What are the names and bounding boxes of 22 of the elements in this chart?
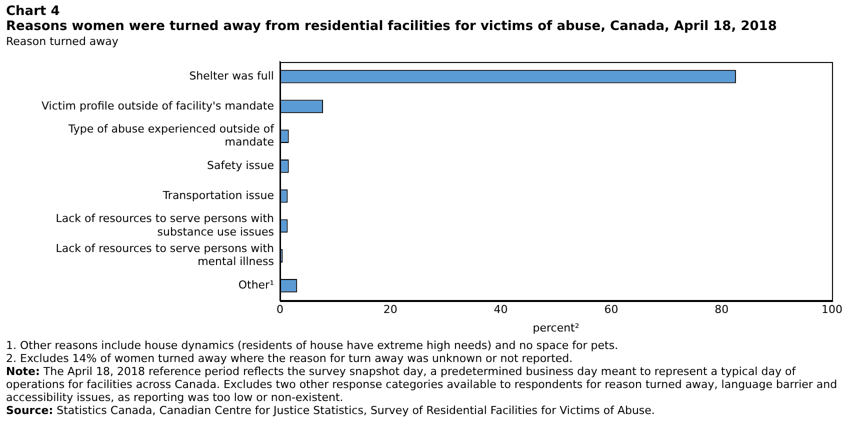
text: Chart 4 <box>6 4 61 19</box>
x-tick-label: 60 <box>604 303 618 316</box>
y-tick-label: Safety issue <box>207 159 274 172</box>
y-tick-label: Transportation issue <box>162 188 274 202</box>
y-tick-label: Victim profile outside of facility's mandate <box>42 99 274 112</box>
text: 1. Other reasons include house dynamics (residents of house have extreme high needs) and no space for pets. <box>6 339 620 352</box>
y-tick-label: Type of abuse experienced outside of mandate <box>67 122 276 149</box>
y-tick-label: Other¹ <box>238 278 274 292</box>
x-tick-label: 40 <box>494 303 508 316</box>
y-tick-label: Shelter was full <box>189 69 274 82</box>
text: 2. Excludes 14% of women turned away where the reason for turn away was unknown or not reported. <box>6 352 574 365</box>
y-tick-label: Lack of resources to serve persons with mental illness <box>56 242 274 268</box>
x-axis-title: percent² <box>532 321 580 334</box>
y-tick-label: Lack of resources to serve persons with substance use issues <box>56 212 274 238</box>
text: Note: The April 18, 2018 reference period reflects the survey snapshot day, a predetermined business day meant to represent a typical day of operations for facilities across Canada. Excludes two other response categories available to respondents for reason turned away, language barrier and accessibility issues, as reporting was too low or non-existent. <box>6 365 838 404</box>
y-axis-title: Reason turned away <box>6 35 120 49</box>
source-note: Source: Statistics Canada, Canadian Centre for Justice Statistics, Survey of Residential Facilities for Victims of Abuse. <box>6 404 656 417</box>
x-tick-label: 0 <box>276 303 284 316</box>
x-tick-label: 80 <box>714 303 729 316</box>
x-tick-label: 20 <box>383 303 398 316</box>
x-tick-label: 100 <box>822 303 842 316</box>
chart-subtitle: Reasons women were turned away from residential facilities for victims of abuse, Canada, April 18, 2018 <box>6 19 778 35</box>
